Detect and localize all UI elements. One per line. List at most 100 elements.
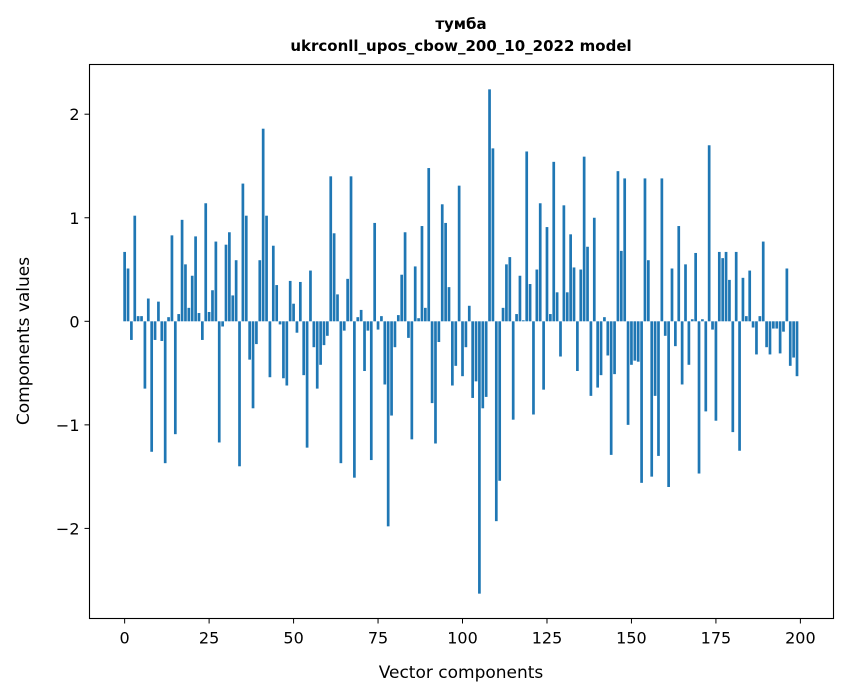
bar-component-99 — [457, 185, 461, 322]
bar-component-165 — [680, 321, 684, 385]
bar-component-183 — [741, 277, 745, 322]
bar-component-3 — [133, 215, 137, 322]
bar-component-190 — [765, 321, 768, 348]
bar-component-120 — [528, 284, 532, 322]
bar-component-138 — [589, 321, 593, 396]
chart-title: тумба — [435, 15, 486, 33]
bar-component-123 — [538, 203, 542, 322]
bar-component-14 — [170, 235, 174, 322]
bar-component-25 — [207, 311, 211, 322]
bar-component-159 — [660, 178, 664, 322]
bar-component-97 — [451, 321, 454, 386]
bar-component-55 — [309, 270, 312, 322]
bar-component-31 — [228, 232, 231, 322]
x-tick-label: 25 — [199, 629, 219, 648]
x-axis-ticks: 0 25 50 75 100 125 150 175 200 — [120, 618, 816, 648]
bar-component-26 — [211, 290, 214, 322]
bar-component-180 — [731, 321, 735, 433]
bar-component-189 — [761, 241, 765, 322]
bar-component-155 — [646, 260, 650, 322]
axes-frame — [88, 63, 835, 620]
bar-component-11 — [160, 321, 164, 341]
bar-component-131 — [565, 292, 569, 322]
bar-component-112 — [501, 307, 505, 322]
bar-component-77 — [383, 321, 387, 385]
bar-component-199 — [795, 321, 799, 377]
x-tick-label: 0 — [120, 629, 130, 648]
bar-component-141 — [599, 321, 603, 376]
bar-component-42 — [265, 215, 268, 322]
bar-component-62 — [332, 233, 336, 322]
bar-component-49 — [288, 280, 292, 322]
x-tick-label: 50 — [283, 629, 303, 648]
bar-component-92 — [434, 321, 437, 444]
bar-component-197 — [788, 321, 792, 366]
bar-component-172 — [704, 321, 708, 412]
bar-component-150 — [630, 321, 633, 365]
bar-component-78 — [386, 321, 390, 527]
chart-subtitle: ukrconll_upos_cbow_200_10_2022 model — [290, 37, 631, 55]
bar-component-106 — [481, 321, 485, 409]
bar-component-193 — [775, 321, 779, 329]
bar-component-149 — [626, 321, 630, 425]
bar-component-136 — [582, 156, 586, 322]
bar-component-175 — [714, 321, 718, 421]
bar-component-182 — [738, 321, 741, 451]
bar-component-152 — [636, 321, 640, 362]
bar-component-39 — [255, 321, 258, 345]
bar-component-105 — [478, 321, 481, 594]
bar-component-188 — [758, 316, 762, 322]
bar-component-137 — [586, 246, 589, 322]
bar-component-5 — [140, 316, 143, 322]
bar-component-66 — [346, 278, 349, 322]
bar-component-134 — [576, 321, 579, 372]
bar-component-158 — [657, 321, 660, 456]
bar-component-43 — [268, 321, 272, 378]
bar-component-15 — [173, 321, 177, 435]
bar-component-6 — [143, 321, 147, 389]
bar-component-116 — [515, 314, 518, 322]
bar-component-70 — [359, 309, 363, 322]
bar-component-59 — [322, 321, 326, 346]
y-axis-ticks: −2 −1 0 1 2 — [56, 105, 90, 538]
bar-component-163 — [674, 321, 677, 347]
bar-component-194 — [778, 321, 782, 354]
bar-component-44 — [271, 245, 275, 322]
bar-component-151 — [633, 321, 637, 361]
bar-component-195 — [782, 321, 785, 332]
bar-component-64 — [339, 321, 343, 464]
bar-component-63 — [336, 294, 339, 322]
bar-component-94 — [440, 204, 444, 322]
bar-component-51 — [295, 321, 299, 333]
bar-component-87 — [417, 318, 420, 322]
bar-component-34 — [238, 321, 241, 467]
bar-component-107 — [484, 321, 488, 397]
bar-component-50 — [292, 303, 295, 322]
y-tick-label: 2 — [69, 105, 79, 124]
bar-component-76 — [380, 316, 383, 322]
bar-component-18 — [184, 264, 187, 322]
bar-component-196 — [785, 268, 789, 322]
bar-component-67 — [349, 176, 353, 322]
bar-component-65 — [342, 321, 346, 331]
bar-component-83 — [403, 232, 407, 322]
bar-component-8 — [150, 321, 154, 452]
bar-component-133 — [572, 267, 576, 322]
bar-component-58 — [319, 321, 322, 365]
bar-component-96 — [447, 287, 451, 322]
bar-component-110 — [494, 321, 498, 522]
bar-component-184 — [744, 316, 748, 322]
bar-component-0 — [123, 251, 126, 322]
bar-component-174 — [711, 321, 714, 330]
bar-component-162 — [670, 268, 674, 322]
bar-component-185 — [748, 270, 752, 322]
bar-component-127 — [552, 161, 556, 322]
bar-component-84 — [407, 321, 410, 338]
bar-component-81 — [396, 315, 400, 322]
bar-component-71 — [363, 321, 366, 372]
bar-component-69 — [356, 317, 360, 322]
bar-component-156 — [650, 321, 654, 477]
bar-component-46 — [278, 321, 282, 325]
bar-component-7 — [146, 298, 150, 322]
bar-component-56 — [312, 321, 316, 348]
